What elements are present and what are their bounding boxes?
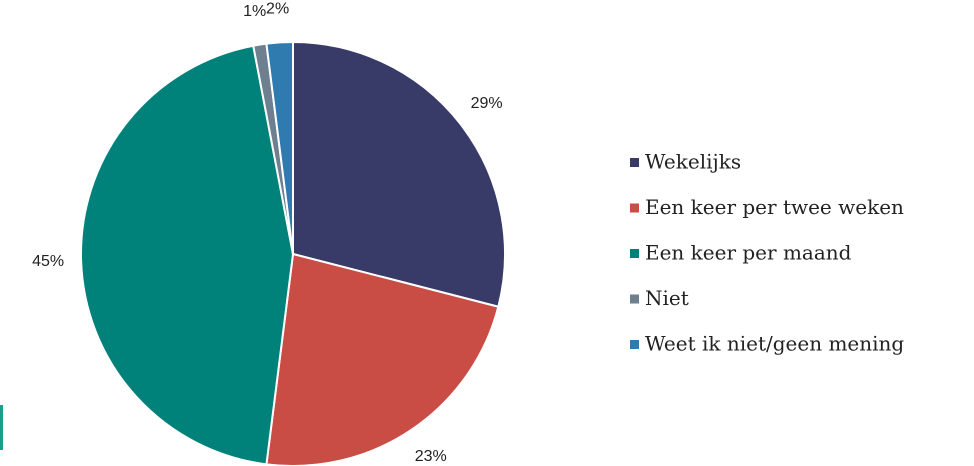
legend-swatch xyxy=(630,294,639,304)
value-label: 2% xyxy=(266,1,289,18)
legend-label: Een keer per twee weken xyxy=(645,195,904,219)
pie-slice xyxy=(265,40,294,255)
value-label: 45% xyxy=(32,253,64,270)
legend-swatch xyxy=(630,203,639,213)
legend-swatch xyxy=(630,249,639,258)
legend-label: Een keer per maand xyxy=(645,241,852,265)
value-label: 29% xyxy=(471,95,503,112)
legend-swatch xyxy=(630,340,639,349)
legend-label: Weet ik niet/geen mening xyxy=(645,332,904,356)
value-label: 1% xyxy=(243,3,266,20)
legend-label: Wekelijks xyxy=(645,150,741,174)
legend-swatch xyxy=(630,158,639,167)
pie-slice xyxy=(292,40,506,308)
decoration xyxy=(0,405,3,450)
pie-slice xyxy=(80,44,295,466)
value-label: 23% xyxy=(415,448,447,465)
legend-label: Niet xyxy=(645,286,689,310)
